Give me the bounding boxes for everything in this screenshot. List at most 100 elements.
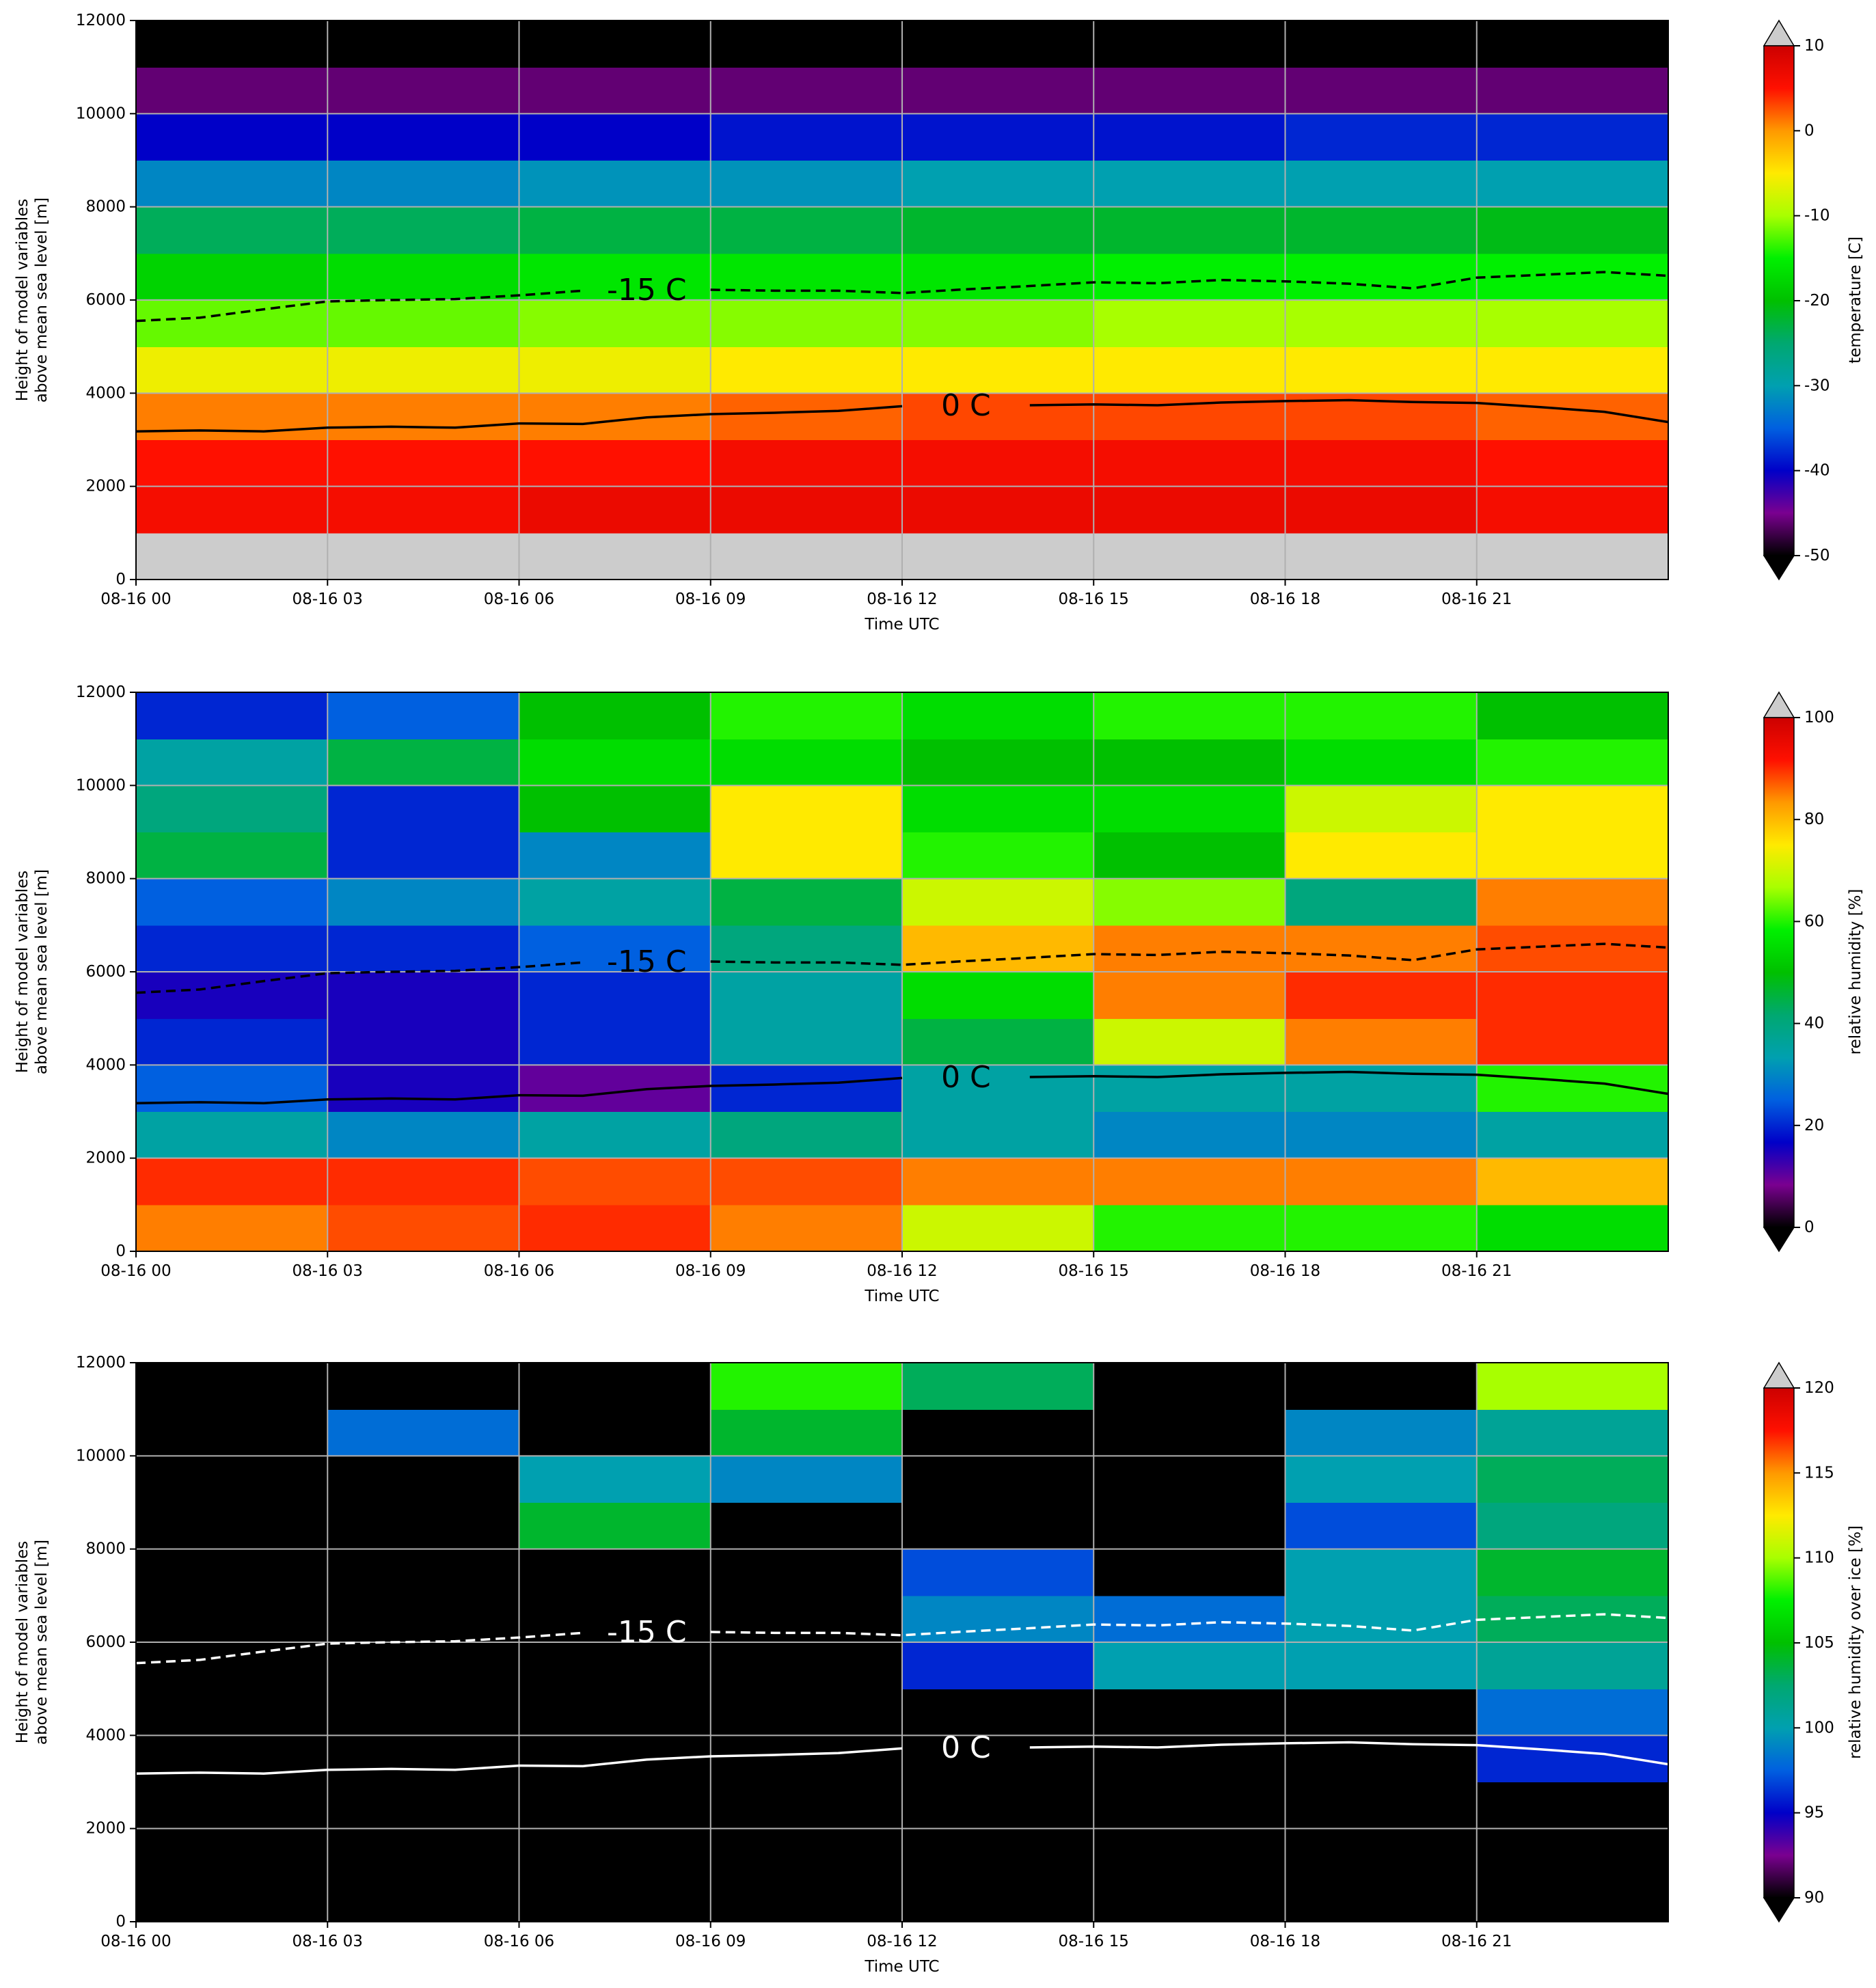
colorbar-under (1763, 555, 1795, 581)
heat-cell (519, 1409, 711, 1456)
colorbar-tick-label: 10 (1804, 37, 1824, 55)
heat-cell (327, 206, 520, 254)
x-tick-label: 08-16 15 (1059, 590, 1129, 608)
heat-cell (710, 832, 903, 880)
heat-cell (327, 739, 520, 786)
colorbar-tick-label: 80 (1804, 811, 1824, 828)
heat-cell (902, 1875, 1094, 1922)
heat-cell (1285, 1158, 1478, 1206)
colorbar-label: relative humidity over ice [%] (1847, 1525, 1864, 1759)
heat-cell (1285, 532, 1478, 580)
y-axis-label: above mean sea level [m] (33, 1540, 51, 1745)
colorbar-tick-label: -10 (1804, 207, 1830, 225)
heat-cell (902, 439, 1094, 487)
heat-cell (902, 1782, 1094, 1829)
heat-cell (519, 1363, 711, 1410)
heat-cell (710, 1875, 903, 1922)
colorbar-tick-label: 20 (1804, 1117, 1824, 1134)
heat-cell (327, 67, 520, 114)
heat-cell (519, 1828, 711, 1876)
heat-cell (1476, 439, 1669, 487)
heat-cell (136, 1549, 328, 1596)
contour-line (135, 1070, 1669, 1104)
heat-cell (327, 1595, 520, 1643)
y-tick-label: 2000 (85, 478, 126, 495)
x-tick-label: 08-16 18 (1250, 590, 1320, 608)
heat-cell (519, 832, 711, 880)
x-axis-label: Time UTC (864, 1288, 939, 1305)
heat-cell (710, 1018, 903, 1065)
x-tick-label: 08-16 12 (867, 590, 937, 608)
heat-cell (902, 878, 1094, 926)
heat-cell (1093, 1549, 1286, 1596)
heat-cell (136, 346, 328, 394)
heat-cell (1285, 1828, 1478, 1876)
heat-cell (1285, 1549, 1478, 1596)
heat-cell (519, 692, 711, 739)
x-tick-label: 08-16 18 (1250, 1933, 1320, 1950)
heat-cell (327, 1735, 520, 1783)
heat-cell (136, 1782, 328, 1829)
heat-cell (519, 785, 711, 833)
heat-cell (1093, 439, 1286, 487)
y-tick-label: 4000 (85, 1056, 126, 1074)
heat-cell (327, 1158, 520, 1206)
heat-cell (327, 878, 520, 926)
heat-cell (710, 1065, 903, 1113)
contour-label: -15 C (607, 1615, 687, 1650)
colorbar-tick-label: -50 (1804, 547, 1830, 564)
heat-cell (327, 346, 520, 394)
colorbar-tick-label: -30 (1804, 377, 1830, 394)
heat-cell (1285, 1111, 1478, 1159)
colorbar-tick-label: 0 (1804, 1218, 1814, 1236)
heat-cell (902, 1828, 1094, 1876)
x-tick-label: 08-16 03 (293, 590, 363, 608)
heat-cell (1093, 832, 1286, 880)
heat-cell (1093, 1875, 1286, 1922)
heat-cell (519, 439, 711, 487)
colorbar (1763, 717, 1795, 1228)
x-tick-label: 08-16 06 (484, 1933, 554, 1950)
heat-cell (1476, 67, 1669, 114)
heat-cell (327, 160, 520, 208)
heat-cell (902, 160, 1094, 208)
y-axis-label: above mean sea level [m] (33, 198, 51, 403)
heat-cell (1285, 486, 1478, 534)
colorbar-label: temperature [C] (1847, 236, 1864, 364)
colorbar-over (1763, 19, 1795, 46)
heat-cell (1093, 1065, 1286, 1113)
heat-cell (1093, 393, 1286, 441)
colorbar-tick-label: 100 (1804, 709, 1834, 726)
contour-line (135, 1613, 1669, 1665)
heat-cell (1093, 21, 1286, 68)
heat-cell (327, 113, 520, 161)
heat-cell (902, 1735, 1094, 1783)
heat-cell (327, 1875, 520, 1922)
heat-cell (710, 1735, 903, 1783)
heat-cell (1476, 113, 1669, 161)
heat-cell (136, 21, 328, 68)
heat-cell (902, 1204, 1094, 1252)
x-tick-label: 08-16 00 (100, 1262, 171, 1280)
heat-cell (1093, 1735, 1286, 1783)
colorbar-tick-label: -20 (1804, 292, 1830, 310)
heat-cell (710, 1204, 903, 1252)
heat-cell (519, 1456, 711, 1503)
heat-cell (1285, 21, 1478, 68)
heat-cell (327, 1502, 520, 1550)
heat-cell (710, 346, 903, 394)
heat-cell (327, 300, 520, 347)
colorbar-label: relative humidity [%] (1847, 889, 1864, 1055)
heat-cell (327, 1204, 520, 1252)
heat-cell (902, 300, 1094, 347)
heat-cell (1093, 67, 1286, 114)
x-tick-label: 08-16 18 (1250, 1262, 1320, 1280)
y-axis-label: Height of model variables (14, 199, 31, 402)
colorbar-tick-label: 95 (1804, 1804, 1824, 1822)
colorbar-tick-label: 60 (1804, 912, 1824, 930)
heat-cell (1285, 739, 1478, 786)
heat-cell (1476, 878, 1669, 926)
y-axis-label: above mean sea level [m] (33, 869, 51, 1074)
heat-cell (1285, 1502, 1478, 1550)
contour-line (135, 1741, 1669, 1775)
